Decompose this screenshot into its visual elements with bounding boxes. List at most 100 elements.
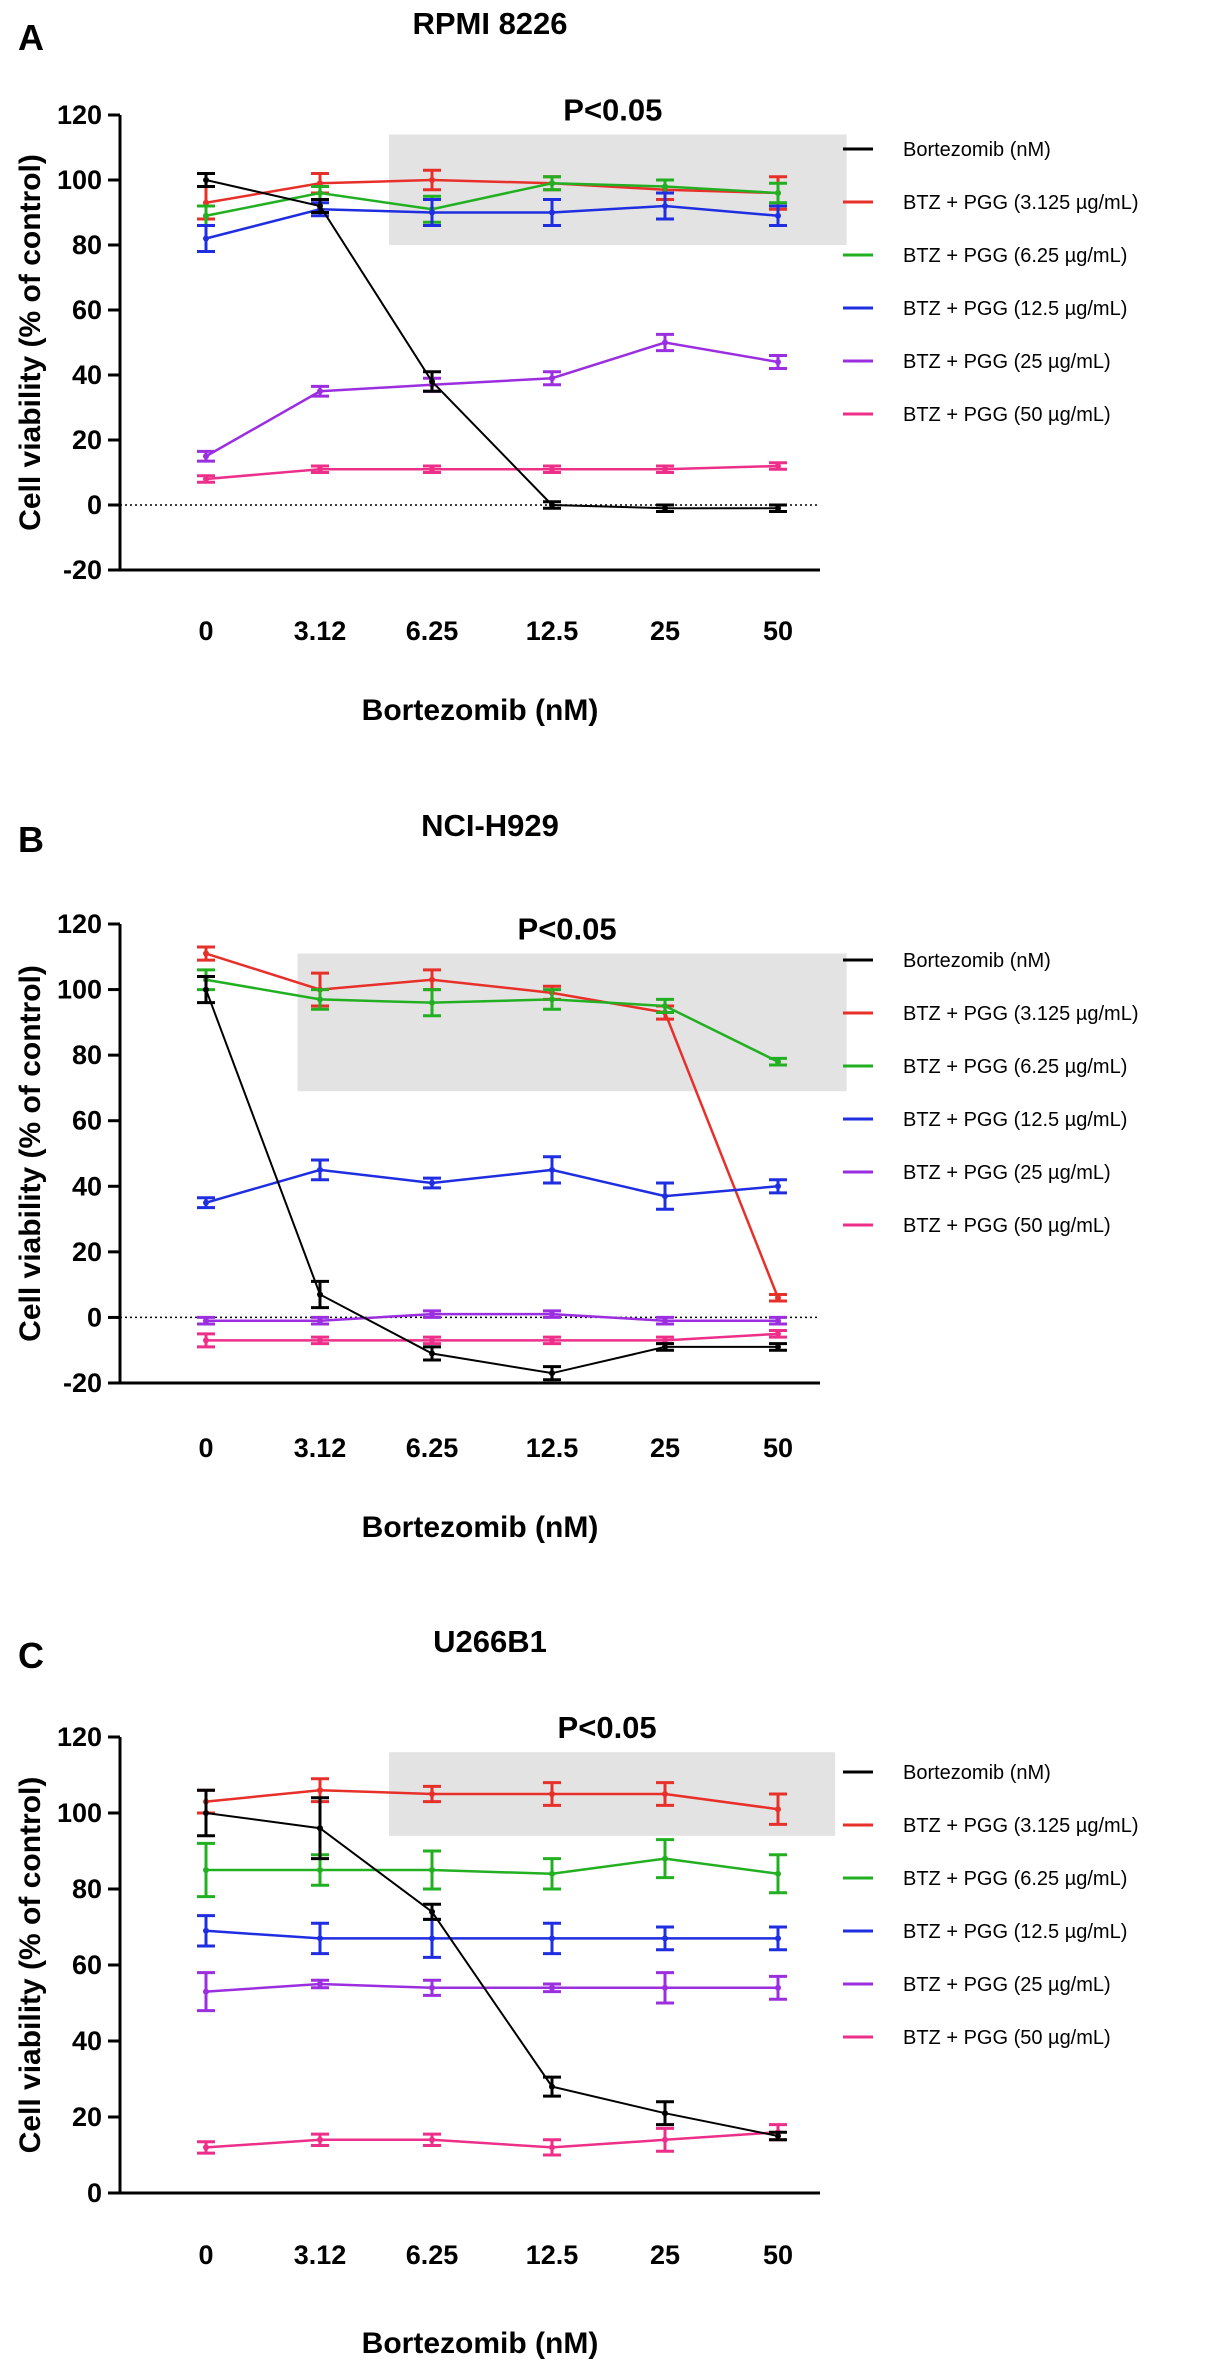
data-point	[662, 1337, 668, 1344]
data-point	[203, 1988, 209, 1995]
x-tick-label: 6.25	[406, 616, 459, 646]
x-tick-label: 25	[650, 616, 680, 646]
legend-entry: Bortezomib (nM)	[903, 1762, 1051, 1784]
data-point	[775, 2133, 781, 2139]
data-point	[203, 235, 209, 242]
y-tick-label: 0	[87, 490, 102, 520]
series-line	[205, 1982, 778, 1993]
y-tick-label: 0	[87, 2178, 102, 2208]
panel-title: NCI-H929	[421, 808, 559, 843]
legend-entry: BTZ + PGG (12.5 µg/mL)	[903, 298, 1127, 320]
data-point	[662, 2136, 668, 2143]
data-point	[317, 1787, 323, 1794]
data-point	[549, 1370, 555, 1377]
data-point	[549, 466, 555, 473]
y-tick-label: 0	[87, 1302, 102, 1332]
series-line	[205, 1929, 778, 1940]
y-tick-label: 60	[72, 1106, 102, 1136]
data-point	[317, 388, 323, 395]
y-axis-title: Cell viability (% of control)	[14, 1777, 47, 2154]
series-line	[206, 1857, 779, 1876]
x-tick-label: 3.12	[294, 1433, 347, 1463]
data-point	[549, 375, 555, 382]
data-point	[429, 1311, 435, 1318]
x-tick-label: 6.25	[406, 2240, 459, 2270]
legend-entry: Bortezomib (nM)	[903, 950, 1051, 972]
data-point	[203, 950, 209, 957]
series-line	[205, 464, 779, 481]
data-point	[203, 1337, 209, 1344]
y-tick-label: 100	[57, 165, 102, 195]
data-point	[549, 1166, 555, 1173]
x-tick-label: 50	[763, 2240, 793, 2270]
data-point	[662, 1791, 668, 1797]
legend-entry: BTZ + PGG (12.5 µg/mL)	[903, 1109, 1127, 1131]
data-point	[549, 1984, 555, 1991]
data-point	[317, 1935, 323, 1942]
data-point	[549, 2144, 555, 2151]
series-line	[205, 989, 778, 1375]
series-3	[197, 1914, 787, 1959]
legend-entry: BTZ + PGG (3.125 µg/mL)	[903, 1815, 1139, 1837]
p-value-label: P<0.05	[518, 912, 617, 947]
data-point	[429, 1350, 435, 1357]
data-point	[775, 1870, 781, 1877]
legend-entry: BTZ + PGG (3.125 µg/mL)	[903, 192, 1139, 214]
data-point	[662, 1002, 668, 1009]
data-point	[549, 2083, 555, 2090]
data-point	[317, 1825, 323, 1832]
data-point	[662, 183, 668, 190]
y-tick-label: 20	[72, 2102, 102, 2132]
data-point	[317, 2136, 323, 2143]
data-point	[429, 1935, 435, 1942]
data-point	[203, 986, 209, 993]
data-point	[429, 976, 435, 983]
data-point	[429, 1984, 435, 1991]
series-1	[197, 1777, 787, 1826]
x-tick-label: 3.12	[294, 2240, 347, 2270]
data-point	[775, 1984, 781, 1991]
data-point	[429, 209, 435, 216]
y-tick-label: 120	[57, 909, 102, 939]
y-tick-label: -20	[63, 1368, 102, 1398]
data-point	[429, 1180, 435, 1187]
legend-entry: BTZ + PGG (25 µg/mL)	[903, 1974, 1111, 1996]
series-line	[205, 952, 780, 1299]
y-tick-label: 60	[72, 295, 102, 325]
panel-letter: B	[18, 819, 44, 860]
series-5	[197, 2123, 787, 2157]
y-tick-label: 40	[72, 360, 102, 390]
series-line	[205, 204, 779, 240]
y-tick-label: 40	[72, 2026, 102, 2056]
y-tick-label: 100	[57, 975, 102, 1005]
y-tick-label: 60	[72, 1950, 102, 1980]
panel-letter: A	[18, 17, 44, 58]
data-point	[549, 1870, 555, 1877]
series-line	[205, 1168, 779, 1204]
data-point	[429, 1791, 435, 1797]
legend-entry: BTZ + PGG (6.25 µg/mL)	[903, 1056, 1127, 1078]
data-point	[203, 1810, 209, 1816]
data-point	[662, 339, 668, 346]
legend-entry: BTZ + PGG (50 µg/mL)	[903, 404, 1111, 426]
series-line	[205, 181, 779, 217]
panel-letter: C	[18, 1635, 44, 1676]
x-axis-title: Bortezomib (nM)	[362, 2327, 599, 2360]
legend-entry: BTZ + PGG (25 µg/mL)	[903, 351, 1111, 373]
data-point	[662, 1193, 668, 1200]
data-point	[662, 1855, 668, 1862]
legend-entry: BTZ + PGG (3.125 µg/mL)	[903, 1003, 1139, 1025]
y-axis-title: Cell viability (% of control)	[14, 965, 47, 1342]
data-point	[662, 505, 668, 512]
legend-entry: BTZ + PGG (6.25 µg/mL)	[903, 245, 1127, 267]
x-tick-label: 50	[763, 616, 793, 646]
data-point	[317, 1291, 323, 1298]
data-point	[775, 1317, 781, 1324]
data-point	[775, 505, 781, 512]
data-point	[662, 1343, 668, 1350]
data-point	[317, 1337, 323, 1344]
x-tick-label: 25	[650, 2240, 680, 2270]
data-point	[662, 1317, 668, 1324]
legend-entry: BTZ + PGG (25 µg/mL)	[903, 1162, 1111, 1184]
